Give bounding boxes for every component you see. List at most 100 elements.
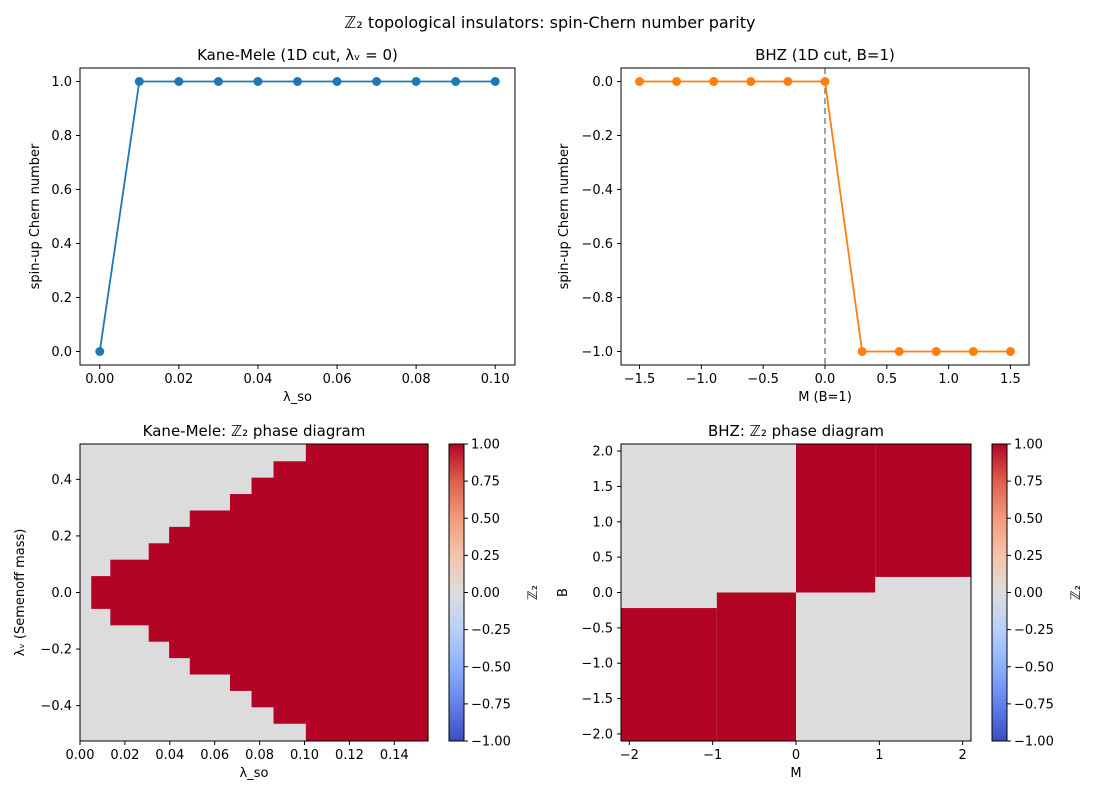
y-tick-label: −0.2 bbox=[40, 643, 72, 658]
heatmap-cell bbox=[189, 510, 231, 675]
heatmap-cell bbox=[251, 477, 275, 708]
heatmap-cell bbox=[875, 444, 971, 577]
x-tick-label: 0.08 bbox=[245, 748, 274, 763]
colorbar-tick-label: −0.75 bbox=[471, 697, 511, 712]
data-point bbox=[174, 77, 184, 86]
x-axis-label: M bbox=[790, 766, 801, 781]
heatmap-cell bbox=[716, 592, 796, 741]
heatmap-cell bbox=[169, 526, 191, 659]
plot-title: BHZ: ℤ₂ phase diagram bbox=[708, 422, 884, 440]
heatmap-cell bbox=[273, 461, 307, 724]
y-tick-label: 0.2 bbox=[51, 529, 72, 544]
data-point bbox=[968, 347, 978, 356]
x-tick-label: 0.06 bbox=[200, 748, 229, 763]
y-axis-label: spin-up Chern number bbox=[28, 143, 43, 289]
data-point bbox=[490, 77, 500, 86]
data-point bbox=[857, 347, 867, 356]
plot-title: BHZ (1D cut, B=1) bbox=[755, 46, 895, 64]
y-tick-label: −1.5 bbox=[581, 692, 613, 707]
plot-frame bbox=[79, 67, 516, 366]
x-axis-label: λ_so bbox=[240, 766, 269, 781]
y-tick-label: −0.4 bbox=[40, 699, 72, 714]
x-tick-label: 0.00 bbox=[66, 748, 95, 763]
colorbar-tick-label: −0.50 bbox=[1014, 660, 1054, 675]
heatmap-cell bbox=[91, 576, 111, 609]
colorbar-tick-label: 0.50 bbox=[1014, 512, 1043, 527]
x-tick-label: −2 bbox=[620, 748, 639, 763]
x-tick-label: 1 bbox=[875, 748, 883, 763]
colorbar-tick-label: −0.75 bbox=[1014, 697, 1054, 712]
data-point bbox=[411, 77, 421, 86]
figure-suptitle: ℤ₂ topological insulators: spin-Chern nu… bbox=[345, 13, 756, 32]
x-tick-label: −1.5 bbox=[624, 372, 656, 387]
y-tick-label: 2.0 bbox=[592, 445, 613, 460]
y-tick-label: 0.0 bbox=[51, 586, 72, 601]
y-tick-label: −0.4 bbox=[581, 183, 613, 198]
x-axis-label: M (B=1) bbox=[798, 390, 852, 405]
x-tick-label: 0.12 bbox=[335, 748, 364, 763]
y-tick-label: 0.2 bbox=[51, 291, 72, 306]
x-tick-label: 1.5 bbox=[1000, 372, 1021, 387]
y-tick-label: 0.5 bbox=[592, 551, 613, 566]
x-tick-label: 0.06 bbox=[323, 372, 352, 387]
y-tick-label: −0.5 bbox=[581, 621, 613, 636]
y-tick-label: −0.2 bbox=[581, 129, 613, 144]
data-point bbox=[709, 77, 719, 86]
data-point bbox=[372, 77, 382, 86]
x-tick-label: 0.08 bbox=[402, 372, 431, 387]
colorbar bbox=[991, 443, 1008, 742]
x-tick-label: 0.0 bbox=[815, 372, 836, 387]
data-point bbox=[293, 77, 302, 86]
colorbar-tick-label: 1.00 bbox=[1014, 438, 1043, 453]
data-point bbox=[451, 77, 461, 86]
x-tick-label: 0.14 bbox=[380, 748, 409, 763]
data-point bbox=[672, 77, 682, 86]
colorbar-tick-label: 1.00 bbox=[471, 438, 500, 453]
x-tick-label: 0.10 bbox=[290, 748, 319, 763]
x-tick-label: 2 bbox=[959, 748, 967, 763]
colorbar-tick-label: −0.50 bbox=[471, 660, 511, 675]
x-tick-label: −1 bbox=[703, 748, 722, 763]
data-point bbox=[134, 77, 144, 86]
heatmap-cell bbox=[621, 608, 717, 741]
heatmap-cell bbox=[229, 494, 253, 691]
y-tick-label: 0.8 bbox=[51, 129, 72, 144]
colorbar-tick-label: −1.00 bbox=[471, 735, 511, 750]
plot-title: Kane-Mele (1D cut, λᵥ = 0) bbox=[197, 46, 398, 64]
data-point bbox=[95, 347, 105, 356]
x-tick-label: 0.5 bbox=[876, 372, 897, 387]
x-tick-label: −1.0 bbox=[686, 372, 718, 387]
heatmap-cell bbox=[305, 444, 429, 741]
x-tick-label: 0 bbox=[792, 748, 800, 763]
colorbar-tick-label: 0.50 bbox=[471, 512, 500, 527]
x-tick-label: 0.02 bbox=[164, 372, 193, 387]
data-point bbox=[931, 347, 941, 356]
colorbar-tick-label: −1.00 bbox=[1014, 735, 1054, 750]
y-tick-label: 0.0 bbox=[51, 345, 72, 360]
data-point bbox=[820, 77, 830, 86]
colorbar-tick-label: 0.75 bbox=[471, 475, 500, 490]
y-tick-label: −0.6 bbox=[581, 237, 613, 252]
y-tick-label: 1.5 bbox=[592, 480, 613, 495]
y-tick-label: 0.0 bbox=[592, 75, 613, 90]
y-tick-label: 0.4 bbox=[51, 473, 72, 488]
x-tick-label: 0.00 bbox=[85, 372, 114, 387]
colorbar-label: ℤ₂ bbox=[1069, 585, 1084, 600]
plot-title: Kane-Mele: ℤ₂ phase diagram bbox=[143, 422, 366, 440]
data-point bbox=[894, 347, 904, 356]
data-point bbox=[746, 77, 756, 86]
colorbar-tick-label: −0.25 bbox=[471, 623, 511, 638]
data-point bbox=[213, 77, 223, 86]
x-axis-label: λ_so bbox=[283, 390, 312, 405]
data-point bbox=[332, 77, 342, 86]
colorbar-tick-label: 0.25 bbox=[1014, 549, 1043, 564]
heatmap-cell bbox=[148, 543, 170, 642]
y-tick-label: −2.0 bbox=[581, 727, 613, 742]
y-tick-label: 0.4 bbox=[51, 237, 72, 252]
data-point bbox=[1005, 347, 1015, 356]
y-axis-label: B bbox=[556, 588, 571, 597]
colorbar-tick-label: 0.25 bbox=[471, 549, 500, 564]
colorbar-tick-label: −0.25 bbox=[1014, 623, 1054, 638]
y-axis-label: λᵥ (Semenoff mass) bbox=[13, 529, 28, 657]
heatmap-cell bbox=[796, 444, 876, 593]
